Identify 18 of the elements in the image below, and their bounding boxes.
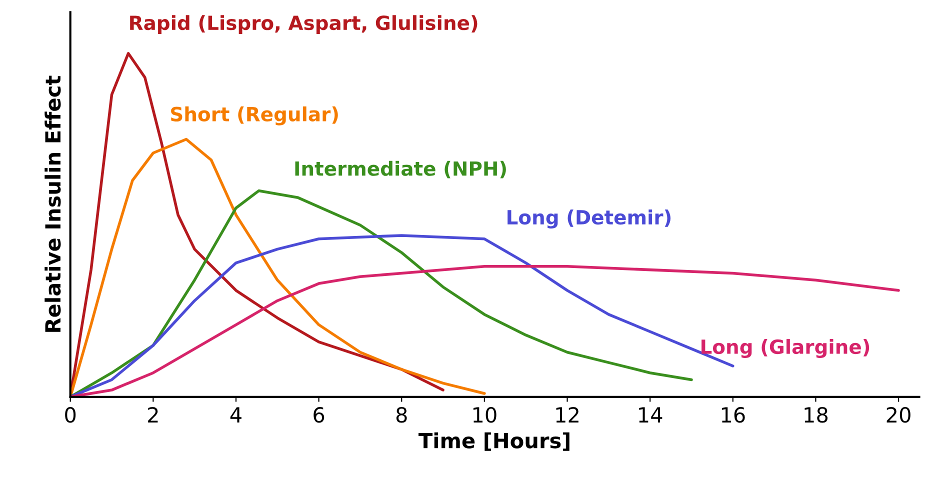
x-tick-label: 4 [230,407,242,422]
x-tick-label: 16 [722,406,745,423]
text: Long (Glargine) [702,339,870,358]
x-tick-label: 6 [314,406,324,423]
x-tick-label: 10 [473,406,496,423]
x-tick-label: 2 [148,406,158,422]
series-label: Long (Detemir) [508,210,670,229]
series-label: Rapid (Lispro, Aspart, Glulisine) [130,15,478,34]
series-label: Intermediate (NPH) [295,160,506,178]
x-axis-title: Time [Hours] [418,432,570,451]
x-tick-label: 14 [639,407,662,422]
x-tick-label: 20 [886,406,910,423]
x-tick-label: 12 [556,406,578,422]
x-tick-label: 18 [804,406,828,423]
y-axis-title: Relative Insulin Effect [44,76,61,332]
x-tick-label: 8 [396,406,407,423]
series-label: Short (Regular) [171,106,338,126]
x-tick-label: 0 [65,406,76,423]
